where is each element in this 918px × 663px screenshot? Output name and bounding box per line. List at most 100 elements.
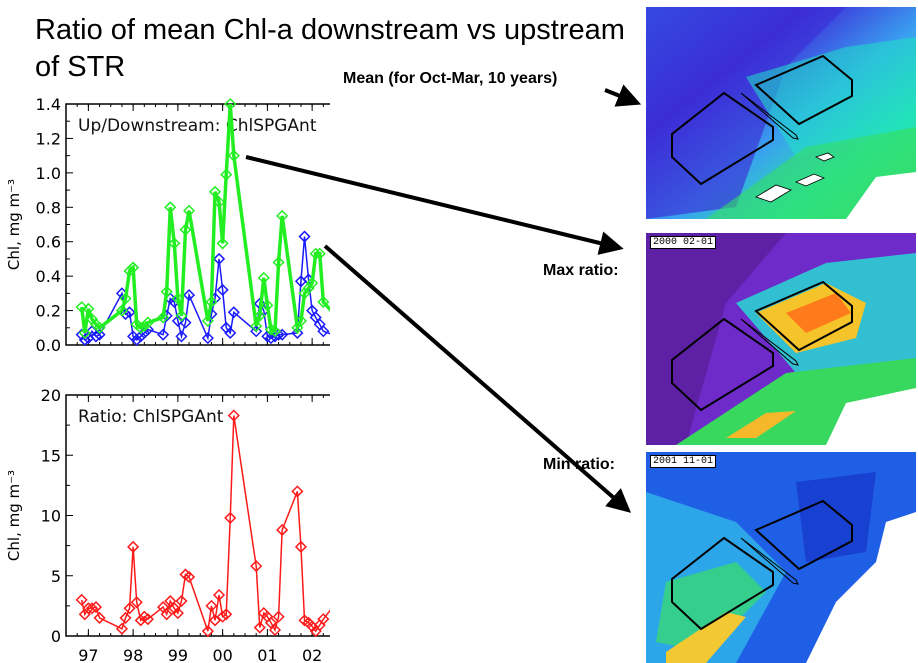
data-point xyxy=(205,295,218,309)
data-point xyxy=(212,196,226,209)
data-point xyxy=(261,299,274,312)
y-tick-label: 0.8 xyxy=(36,198,61,217)
data-point xyxy=(224,97,237,111)
data-point xyxy=(115,304,129,317)
data-point xyxy=(294,540,308,553)
data-point xyxy=(78,326,91,340)
data-point xyxy=(141,613,154,626)
data-point xyxy=(138,320,151,333)
y-tick-label: 0.2 xyxy=(36,302,61,321)
slide-title: Ratio of mean Chl-a downstream vs upstre… xyxy=(35,14,625,83)
data-point xyxy=(224,511,237,524)
y-tick-label: 0.4 xyxy=(36,267,61,286)
data-point xyxy=(220,608,233,621)
data-point xyxy=(164,594,177,608)
x-tick-label: 97 xyxy=(78,355,98,357)
data-point xyxy=(205,599,218,612)
data-point xyxy=(264,616,278,629)
satellite-chlorophyll-map-mean xyxy=(646,7,916,219)
map-mean xyxy=(646,7,916,219)
data-point xyxy=(164,201,177,214)
data-point xyxy=(89,601,103,614)
data-point xyxy=(183,204,196,217)
data-point xyxy=(183,289,196,302)
data-point xyxy=(317,295,330,309)
data-point xyxy=(115,622,129,635)
data-point xyxy=(317,613,330,626)
data-point xyxy=(253,621,266,634)
data-point xyxy=(250,560,263,573)
data-point xyxy=(93,328,106,341)
data-point xyxy=(272,256,285,269)
data-point xyxy=(227,306,240,319)
data-point xyxy=(127,261,140,274)
data-point xyxy=(212,252,226,265)
upstream-downstream-chart: 0.00.20.40.60.81.01.21.49798990001020304… xyxy=(5,95,330,357)
data-point xyxy=(317,325,330,338)
x-tick-label: 97 xyxy=(78,646,98,663)
data-point xyxy=(183,570,196,584)
map-max-ratio: 2000 02-01 xyxy=(646,233,916,445)
data-point xyxy=(157,328,170,341)
series-downstream xyxy=(75,97,330,340)
data-point xyxy=(272,610,285,623)
data-point xyxy=(75,593,88,606)
y-tick-label: 1.4 xyxy=(36,95,61,114)
data-point xyxy=(294,314,308,327)
data-point xyxy=(313,247,326,260)
data-point xyxy=(134,330,147,343)
mean-label: Mean (for Oct-Mar, 10 years) xyxy=(343,70,558,87)
data-point xyxy=(85,602,99,615)
data-point xyxy=(175,330,188,343)
map-min-ratio: 2001 11-01 xyxy=(646,452,916,663)
data-point xyxy=(291,485,304,498)
x-tick-label: 00 xyxy=(212,646,232,663)
data-point xyxy=(250,325,263,338)
x-tick-label: 02 xyxy=(302,355,322,357)
data-point xyxy=(157,311,170,324)
data-point xyxy=(201,332,214,345)
data-point xyxy=(93,611,106,624)
y-axis-label: Chl, mg m⁻³ xyxy=(5,470,23,561)
data-point xyxy=(93,321,106,334)
arrow-to-min-map xyxy=(323,244,632,513)
data-point xyxy=(227,149,240,162)
x-tick-label: 98 xyxy=(123,355,143,357)
data-point xyxy=(216,610,229,623)
data-point xyxy=(78,333,91,346)
data-point xyxy=(298,230,311,243)
y-tick-label: 0.6 xyxy=(36,233,61,252)
data-point xyxy=(276,523,289,537)
data-point xyxy=(160,608,173,621)
y-tick-label: 1.2 xyxy=(36,129,61,148)
data-point xyxy=(171,292,184,305)
data-point xyxy=(257,271,270,284)
data-point xyxy=(268,325,282,338)
y-tick-label: 10 xyxy=(41,507,61,526)
x-tick-label: 00 xyxy=(212,355,232,357)
y-axis-label: Chl, mg m⁻³ xyxy=(5,179,23,270)
data-point xyxy=(224,326,237,340)
data-point xyxy=(89,330,103,343)
data-point xyxy=(220,168,233,181)
data-point xyxy=(175,594,188,608)
data-point xyxy=(250,320,263,333)
min-ratio-label: Min ratio: xyxy=(543,456,615,473)
max-ratio-label: Max ratio: xyxy=(543,262,619,279)
data-point xyxy=(253,309,266,322)
data-point xyxy=(130,596,143,609)
data-point xyxy=(216,237,229,250)
chart-title: Ratio: ChlSPGAnt xyxy=(78,407,224,427)
data-point xyxy=(141,316,154,329)
data-point xyxy=(212,588,226,602)
data-point xyxy=(201,314,214,327)
chart-title: Up/Downstream: ChlSPGAnt xyxy=(78,116,317,136)
x-tick-label: 99 xyxy=(168,355,188,357)
x-tick-label: 01 xyxy=(257,355,277,357)
data-point xyxy=(82,302,95,315)
data-point xyxy=(134,321,147,334)
data-point xyxy=(171,607,184,620)
data-point xyxy=(216,283,229,296)
data-point xyxy=(276,209,289,222)
